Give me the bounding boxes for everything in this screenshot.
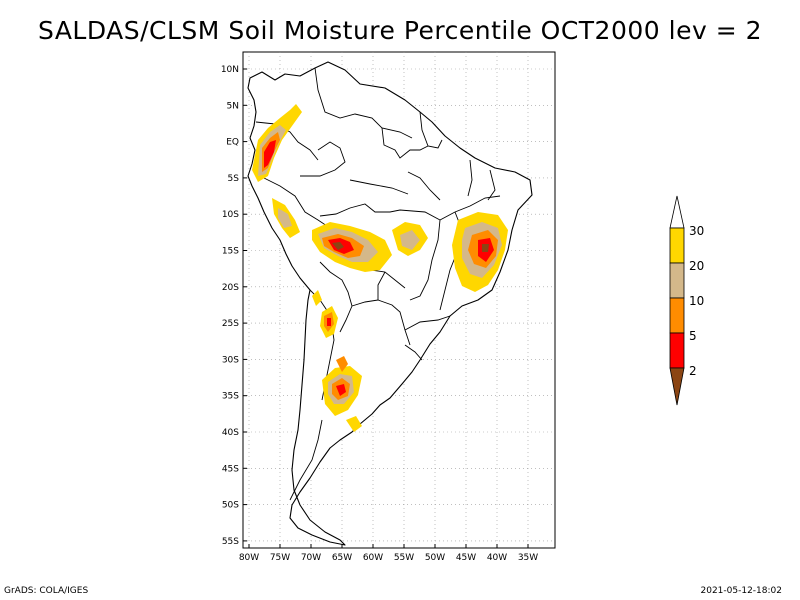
lon-tick-label: 80W [239, 553, 259, 563]
lon-tick-label: 35W [518, 553, 538, 563]
legend-swatch-20-30 [669, 227, 685, 264]
lat-tick-label: EQ [226, 138, 239, 148]
lat-tick-label: 15S [222, 247, 239, 257]
legend-label-10: 10 [689, 294, 704, 308]
footer-credit: GrADS: COLA/IGES [4, 586, 89, 596]
lat-tick-label: 5S [228, 174, 240, 184]
legend-swatch-below-2 [669, 367, 685, 406]
lon-tick-label: 75W [270, 553, 290, 563]
legend-swatch-10-20 [669, 262, 685, 299]
legend-swatch-5-10 [669, 297, 685, 334]
lon-tick-label: 65W [332, 553, 352, 563]
continent-outline [247, 61, 533, 546]
lat-tick-label: 40S [222, 428, 239, 438]
anomaly-patches [252, 104, 508, 432]
lat-tick-label: 50S [222, 501, 239, 511]
legend: 30 20 10 5 2 [669, 195, 704, 406]
lat-tick-label: 20S [222, 283, 239, 293]
footer-timestamp: 2021-05-12-18:02 [700, 586, 783, 596]
lat-tick-label: 45S [222, 464, 239, 474]
legend-label-2: 2 [689, 364, 697, 378]
lon-tick-label: 70W [301, 553, 321, 563]
legend-label-30: 30 [689, 224, 704, 238]
legend-swatch-2-5 [669, 332, 685, 369]
latitude-labels: 10N 5N EQ 5S 10S 15S 20S 25S 30S 35S 40S 45S 50S 55S [221, 65, 247, 547]
map-title: SALDAS/CLSM Soil Moisture Percentile OCT… [37, 16, 762, 45]
lat-tick-label: 30S [222, 355, 239, 365]
lon-tick-label: 60W [363, 553, 383, 563]
lat-tick-label: 35S [222, 392, 239, 402]
lat-tick-label: 5N [227, 101, 239, 111]
legend-swatch-above-30 [669, 195, 685, 229]
lat-tick-label: 25S [222, 319, 239, 329]
legend-label-5: 5 [689, 329, 697, 343]
lat-tick-label: 55S [222, 537, 239, 547]
lon-tick-label: 40W [487, 553, 507, 563]
lon-tick-label: 55W [394, 553, 414, 563]
longitude-labels: 80W 75W 70W 65W 60W 55W 50W 45W 40W 35W [239, 544, 538, 563]
legend-label-20: 20 [689, 259, 704, 273]
lon-tick-label: 45W [456, 553, 476, 563]
lon-tick-label: 50W [425, 553, 445, 563]
lat-tick-label: 10N [221, 65, 239, 75]
lat-tick-label: 10S [222, 210, 239, 220]
